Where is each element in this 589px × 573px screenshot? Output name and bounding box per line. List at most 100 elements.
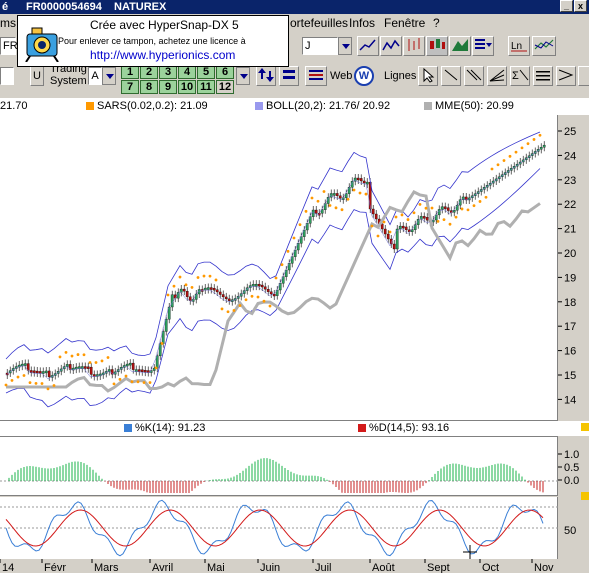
period-field[interactable]: J bbox=[302, 37, 338, 55]
sar-dot bbox=[436, 220, 440, 223]
candlestick-button[interactable] bbox=[426, 36, 448, 56]
svg-text:Σ: Σ bbox=[512, 70, 519, 82]
channel-tool-button[interactable] bbox=[464, 66, 484, 86]
menu-item-portefeuilles[interactable]: ortefeuilles bbox=[290, 16, 349, 30]
candle-body bbox=[395, 228, 399, 250]
preset-button-2[interactable]: 2 bbox=[140, 65, 158, 79]
candle-body bbox=[38, 371, 42, 374]
title-bar: é FR0000054694 NATUREX _ x bbox=[0, 0, 589, 14]
preset-button-3[interactable]: 3 bbox=[159, 65, 177, 79]
osc-tick-label: 0.5 bbox=[564, 462, 579, 474]
osc-bars-group bbox=[8, 458, 544, 493]
preset-button-7[interactable]: 7 bbox=[121, 80, 139, 94]
cursor-tool-button[interactable] bbox=[418, 66, 438, 86]
ohlc-icon bbox=[408, 38, 420, 51]
preset-button-5[interactable]: 5 bbox=[197, 65, 215, 79]
preset-dropdown-icon[interactable] bbox=[236, 67, 250, 85]
candle-body bbox=[287, 263, 291, 271]
horizontal-tool-button[interactable] bbox=[533, 66, 553, 86]
lines-style-button[interactable] bbox=[305, 66, 327, 86]
sar-dot bbox=[34, 382, 38, 385]
candle-body bbox=[152, 367, 156, 371]
menu-item-infos[interactable]: Infos bbox=[349, 16, 376, 30]
preset-button-11[interactable]: 11 bbox=[197, 80, 215, 94]
oscillator-pane[interactable] bbox=[0, 436, 558, 496]
preset-button-10[interactable]: 10 bbox=[178, 80, 196, 94]
menu-item-help[interactable]: ? bbox=[433, 16, 440, 30]
indicator-menu-button[interactable] bbox=[472, 36, 494, 56]
candle-body bbox=[410, 229, 414, 232]
candle-body bbox=[329, 193, 333, 198]
sar-dot bbox=[286, 249, 290, 253]
time-tick-label: Sept bbox=[427, 562, 450, 573]
candle-body bbox=[392, 243, 396, 250]
sar-dot bbox=[10, 379, 14, 382]
preset-button-1[interactable]: 1 bbox=[121, 65, 139, 79]
price-chart-pane[interactable] bbox=[0, 115, 558, 421]
legend-k: %K(14): 91.23 bbox=[124, 422, 205, 434]
sar-dot bbox=[106, 356, 110, 359]
candle-body bbox=[458, 199, 462, 206]
oscillator-axis: 1.00.50.0 bbox=[558, 449, 579, 487]
trendline-tool-button[interactable] bbox=[441, 66, 461, 86]
preset-button-4[interactable]: 4 bbox=[178, 65, 196, 79]
line-chart-button[interactable] bbox=[357, 36, 379, 56]
bar-chart-button[interactable] bbox=[380, 36, 402, 56]
scale-adjust-button[interactable] bbox=[256, 66, 276, 86]
preset-button-12[interactable]: 12 bbox=[216, 80, 234, 94]
candle-body bbox=[335, 193, 339, 196]
stochastic-pane[interactable] bbox=[0, 497, 558, 559]
bollinger-mid-line bbox=[5, 149, 541, 380]
web-globe-icon[interactable]: W bbox=[354, 66, 374, 86]
ohlc-button[interactable] bbox=[403, 36, 425, 56]
compare-button[interactable] bbox=[532, 36, 556, 56]
angle-tool-button[interactable] bbox=[556, 66, 576, 86]
boll-swatch bbox=[255, 102, 263, 110]
stamp-link[interactable]: http://www.hyperionics.com bbox=[90, 48, 236, 62]
price-tick-label: 20 bbox=[564, 248, 576, 260]
trading-dropdown-icon[interactable] bbox=[102, 67, 116, 85]
candle-body bbox=[239, 293, 243, 297]
sar-dot bbox=[478, 200, 482, 203]
title-fragment: é bbox=[2, 1, 9, 13]
left-field[interactable] bbox=[0, 67, 14, 85]
candle-body bbox=[332, 193, 336, 196]
candle-body bbox=[320, 209, 324, 214]
candle-body bbox=[80, 366, 84, 369]
period-dropdown-icon[interactable] bbox=[338, 37, 352, 55]
more-tools-button[interactable] bbox=[578, 66, 589, 86]
candle-body bbox=[380, 223, 384, 230]
sar-dot bbox=[112, 382, 116, 386]
minimize-button[interactable]: _ bbox=[560, 0, 573, 12]
preset-button-8[interactable]: 8 bbox=[140, 80, 158, 94]
sar-dot bbox=[196, 276, 200, 279]
sar-dot bbox=[412, 211, 416, 215]
pane-handle-icon[interactable] bbox=[581, 423, 589, 431]
trading-system-select[interactable]: A bbox=[88, 67, 102, 85]
pane-handle-icon-2[interactable] bbox=[581, 492, 589, 500]
candle-body bbox=[206, 287, 210, 290]
sar-dot bbox=[136, 380, 140, 384]
mountain-chart-button[interactable] bbox=[449, 36, 471, 56]
fan-tool-button[interactable] bbox=[487, 66, 507, 86]
log-scale-button[interactable]: Ln bbox=[508, 36, 530, 56]
legend-d: %D(14,5): 93.16 bbox=[358, 422, 449, 434]
close-button[interactable]: x bbox=[574, 0, 587, 12]
candle-body bbox=[35, 370, 39, 374]
time-tick-label: Juil bbox=[315, 562, 332, 573]
candle-body bbox=[137, 369, 141, 372]
symbol-field[interactable]: FR bbox=[0, 37, 18, 55]
candle-body bbox=[383, 228, 387, 235]
menu-item-fenetre[interactable]: Fenêtre bbox=[384, 16, 426, 30]
menu-item-first[interactable]: ms bbox=[0, 16, 16, 30]
price-tick-label: 25 bbox=[564, 126, 576, 138]
sar-dot bbox=[316, 199, 320, 203]
web-label: Web bbox=[330, 70, 353, 82]
u-button[interactable]: U bbox=[30, 66, 44, 86]
align-button[interactable] bbox=[279, 66, 299, 86]
sar-dot bbox=[28, 381, 32, 385]
preset-button-9[interactable]: 9 bbox=[159, 80, 177, 94]
indicator-legend: 21.70 SARS(0.02,0.2): 21.09 BOLL(20,2): … bbox=[0, 98, 589, 115]
preset-button-6[interactable]: 6 bbox=[216, 65, 234, 79]
fibonacci-tool-button[interactable]: Σ bbox=[510, 66, 530, 86]
